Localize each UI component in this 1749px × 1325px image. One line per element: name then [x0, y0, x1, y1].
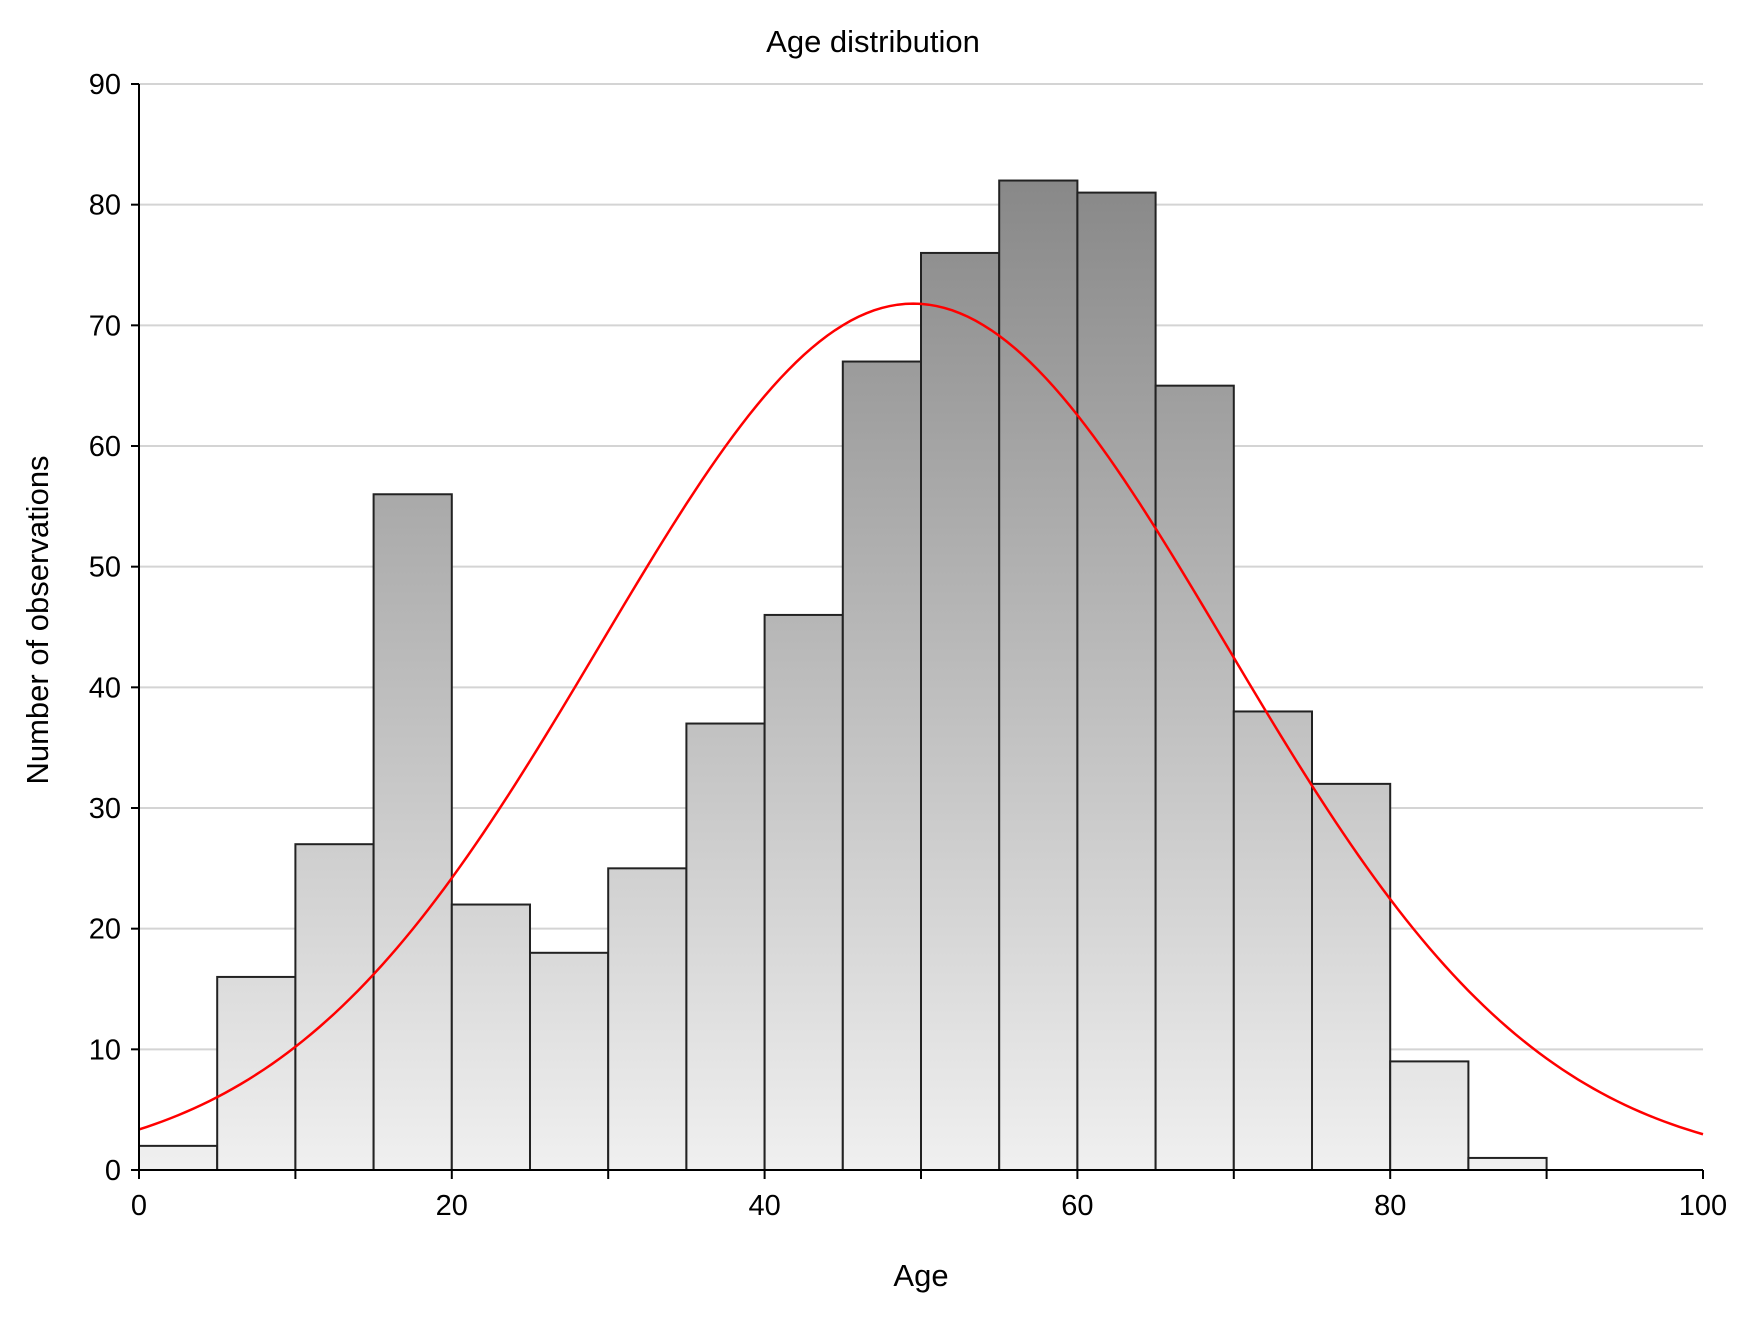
histogram-bar-4	[450, 903, 531, 1171]
histogram-bar-17	[1467, 1156, 1548, 1172]
y-tick-label-20: 20	[89, 914, 121, 946]
x-tick-label-0: 0	[131, 1190, 147, 1222]
histogram-bar-0	[138, 1144, 219, 1172]
y-tick-label-60: 60	[89, 431, 121, 463]
y-tick-label-30: 30	[89, 793, 121, 825]
histogram-bars	[138, 179, 1548, 1172]
y-tick-label-40: 40	[89, 672, 121, 704]
histogram-bar-9	[841, 360, 922, 1171]
x-tick-label-60: 60	[1061, 1190, 1093, 1222]
histogram-bar-3	[372, 493, 453, 1171]
histogram-bar-13	[1154, 384, 1235, 1171]
y-tick-label-70: 70	[89, 310, 121, 342]
histogram-bar-10	[920, 251, 1001, 1171]
histogram-bar-15	[1311, 782, 1392, 1171]
fitted-curve-group	[138, 302, 1704, 1136]
histogram-bar-6	[607, 867, 688, 1171]
y-tick-label-10: 10	[89, 1034, 121, 1066]
histogram-bar-14	[1232, 710, 1314, 1171]
histogram-bar-7	[685, 722, 766, 1171]
x-tick-label-40: 40	[748, 1190, 780, 1222]
y-tick-label-50: 50	[89, 552, 121, 584]
y-axis-title: Number of observations	[20, 455, 55, 784]
histogram-bar-8	[763, 613, 844, 1171]
histogram-bar-5	[529, 951, 610, 1171]
histogram-bar-11	[998, 179, 1079, 1172]
axes	[131, 83, 1704, 1179]
histogram-bar-2	[294, 843, 375, 1171]
x-tick-label-80: 80	[1374, 1190, 1406, 1222]
y-tick-label-0: 0	[105, 1155, 121, 1187]
y-tick-label-90: 90	[89, 69, 121, 101]
fitted-normal-curve	[138, 302, 1704, 1136]
x-axis-title: Age	[893, 1258, 948, 1293]
y-tick-label-80: 80	[89, 190, 121, 222]
tick-labels: 0 10 20 30 40 50 60 70 80 90 0 20 40 60 80 100	[89, 69, 1727, 1222]
histogram-bar-12	[1076, 191, 1157, 1172]
x-tick-label-20: 20	[436, 1190, 468, 1222]
chart-title: Age distribution	[766, 24, 980, 59]
histogram-bar-16	[1389, 1060, 1470, 1172]
x-tick-label-100: 100	[1679, 1190, 1727, 1222]
